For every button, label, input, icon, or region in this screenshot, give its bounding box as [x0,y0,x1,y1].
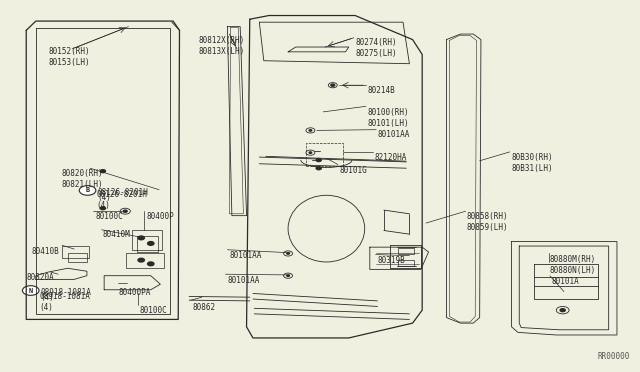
Text: 08126-8201H: 08126-8201H [98,188,148,197]
Text: 80320A: 80320A [26,273,54,282]
Circle shape [124,210,127,212]
Text: 80B30(RH)
80B31(LH): 80B30(RH) 80B31(LH) [511,153,553,173]
Circle shape [138,236,145,240]
Text: 80101AA: 80101AA [378,131,410,140]
Text: 80274(RH)
80275(LH): 80274(RH) 80275(LH) [355,38,397,58]
Text: 82120HA: 82120HA [374,153,406,162]
Text: 80101G: 80101G [339,166,367,174]
Text: 80101A: 80101A [551,277,579,286]
Circle shape [331,84,335,86]
Text: 80812X(RH)
80813X(LH): 80812X(RH) 80813X(LH) [198,36,245,56]
Text: 80880M(RH)
80880N(LH): 80880M(RH) 80880N(LH) [550,254,596,275]
Text: B: B [85,187,90,193]
Circle shape [22,286,39,295]
Circle shape [100,207,106,210]
Text: 80152(RH)
80153(LH): 80152(RH) 80153(LH) [49,47,90,67]
Text: (4): (4) [98,193,111,202]
Circle shape [79,186,96,195]
Text: (4): (4) [40,294,54,302]
Text: 80101AA: 80101AA [229,251,262,260]
Text: 80100(RH)
80101(LH): 80100(RH) 80101(LH) [368,108,410,128]
Text: 08918-1081A
(4): 08918-1081A (4) [39,292,90,312]
Text: 80100C: 80100C [95,212,123,221]
Circle shape [309,130,312,131]
Text: 80862: 80862 [192,303,216,312]
Text: RR00000: RR00000 [597,352,630,361]
Text: 80400PA: 80400PA [119,288,151,297]
Text: 80410B: 80410B [31,247,59,256]
Circle shape [100,170,106,173]
Text: 08918-1081A: 08918-1081A [40,288,91,297]
Text: N: N [29,288,33,294]
Circle shape [287,253,289,254]
Circle shape [287,275,289,276]
Text: 80858(RH)
80859(LH): 80858(RH) 80859(LH) [467,212,509,232]
Circle shape [309,152,312,153]
Text: 80410M: 80410M [103,231,131,240]
Circle shape [560,309,565,312]
Text: 80400P: 80400P [147,212,174,221]
Circle shape [138,258,145,262]
Text: 80214B: 80214B [368,86,396,95]
Text: 80101AA: 80101AA [227,276,260,285]
Circle shape [148,241,154,245]
Circle shape [316,167,321,170]
Circle shape [148,262,154,266]
Circle shape [316,158,321,161]
Text: 80100C: 80100C [140,307,168,315]
Text: 80319B: 80319B [378,256,405,265]
Text: 80820(RH)
80821(LH): 80820(RH) 80821(LH) [61,169,103,189]
Text: 08126-8201H
(4): 08126-8201H (4) [97,190,147,210]
